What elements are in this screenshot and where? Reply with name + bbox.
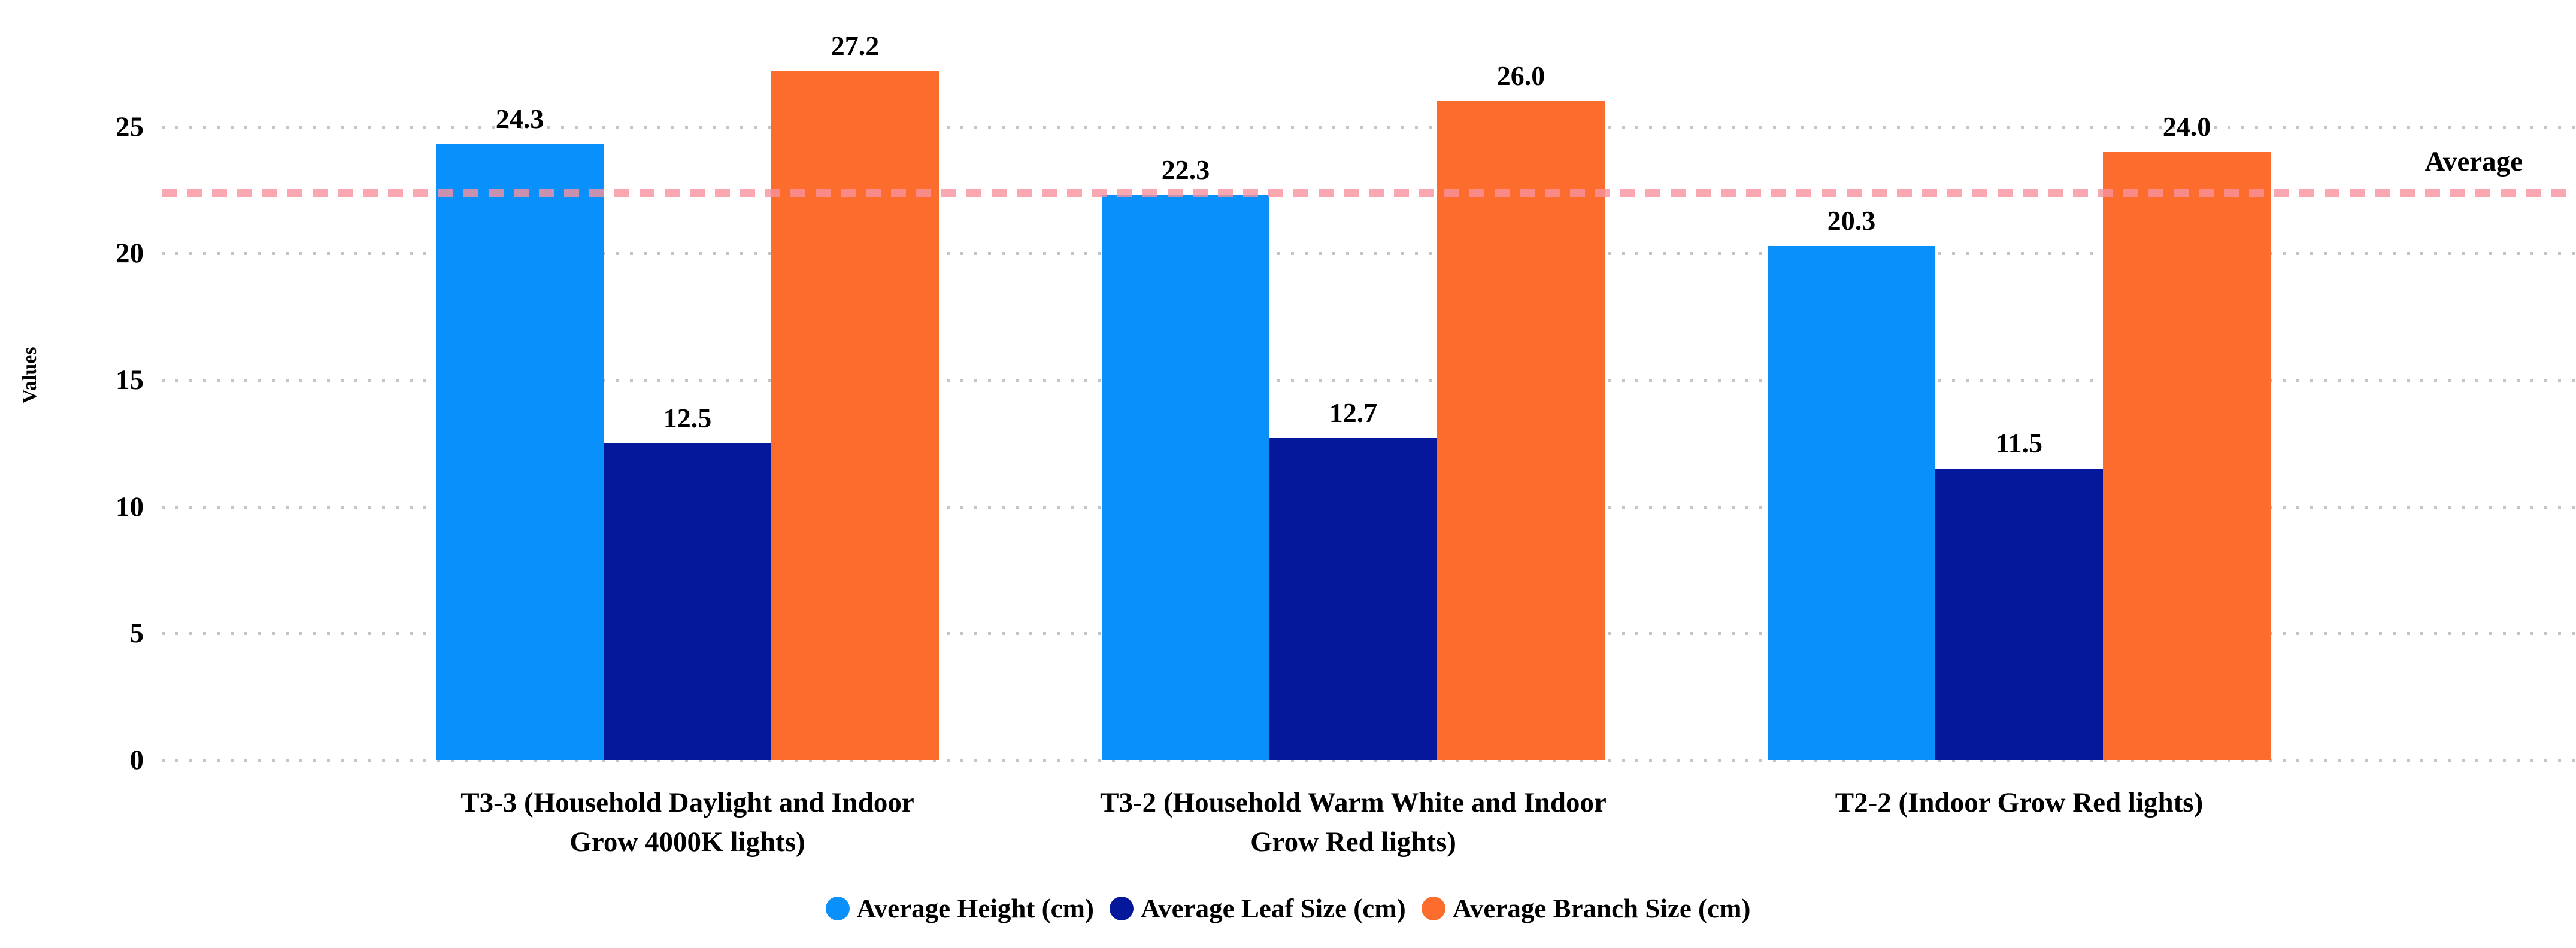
category-label-line: Grow 4000K lights) (569, 827, 805, 858)
y-tick-label: 5 (129, 618, 144, 649)
legend-item: Average Branch Size (cm) (1421, 893, 1751, 924)
bar-average-leaf-size-cm- (1269, 438, 1437, 760)
legend-item: Average Leaf Size (cm) (1110, 893, 1406, 924)
gridline-y-25 (162, 125, 2576, 129)
category-label-line: T3-2 (Household Warm White and Indoor (1100, 787, 1607, 818)
bar-average-height-cm- (1102, 195, 1269, 760)
average-dashed-line (162, 189, 2576, 197)
y-tick-label: 20 (116, 238, 144, 269)
bar-value-label: 24.3 (495, 104, 544, 135)
y-tick-label: 0 (129, 745, 144, 776)
legend-swatch-icon (825, 897, 850, 920)
gridline-y-0 (162, 759, 2576, 762)
category-label: T2-2 (Indoor Grow Red lights) (1675, 783, 2363, 822)
bar-average-branch-size-cm- (771, 71, 939, 760)
bar-value-label: 11.5 (1996, 428, 2042, 459)
average-line-label: Average (2425, 146, 2523, 177)
bar-value-label: 24.0 (2162, 111, 2211, 142)
legend-swatch-icon (1110, 897, 1134, 920)
gridline-y-15 (162, 379, 2576, 382)
category-label-line: Grow Red lights) (1250, 827, 1456, 858)
category-label: T3-3 (Household Daylight and Indoor Grow … (343, 783, 1032, 862)
bar-value-label: 12.7 (1329, 397, 1378, 429)
category-label: T3-2 (Household Warm White and Indoor Gro… (1009, 783, 1698, 862)
bar-average-height-cm- (1768, 245, 1935, 760)
category-label-line: T3-3 (Household Daylight and Indoor (460, 787, 914, 818)
legend-item: Average Height (cm) (825, 893, 1095, 924)
bar-average-branch-size-cm- (2103, 152, 2271, 760)
legend-label: Average Leaf Size (cm) (1141, 894, 1406, 923)
legend-label: Average Branch Size (cm) (1452, 894, 1751, 923)
gridline-y-20 (162, 252, 2576, 256)
category-label-line: T2-2 (Indoor Grow Red lights) (1835, 787, 2204, 818)
bar-average-height-cm- (436, 144, 604, 760)
legend-label: Average Height (cm) (856, 894, 1095, 923)
bar-average-branch-size-cm- (1437, 101, 1605, 760)
y-tick-label: 25 (116, 111, 144, 142)
bar-value-label: 26.0 (1496, 60, 1545, 92)
bar-value-label: 20.3 (1827, 205, 1876, 236)
bar-value-label: 27.2 (831, 30, 880, 61)
bar-value-label: 22.3 (1161, 154, 1210, 186)
y-tick-label: 10 (116, 491, 144, 522)
y-tick-label: 15 (116, 364, 144, 396)
bar-average-leaf-size-cm- (1935, 469, 2103, 760)
bar-value-label: 12.5 (663, 402, 712, 433)
legend: Average Height (cm) Average Leaf Size (cm… (0, 893, 2576, 924)
legend-swatch-icon (1421, 897, 1445, 920)
bar-average-leaf-size-cm- (604, 443, 771, 760)
